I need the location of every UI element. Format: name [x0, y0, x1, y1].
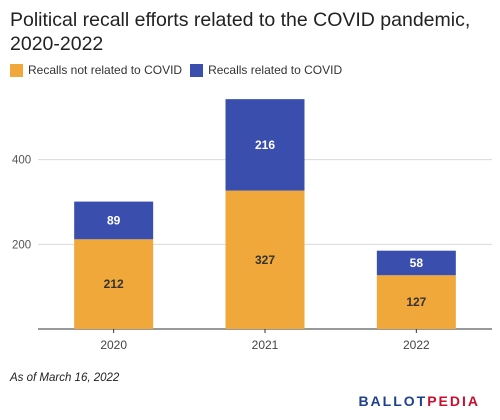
legend-label-not-covid: Recalls not related to COVID — [28, 63, 183, 77]
footnote: As of March 16, 2022 — [10, 372, 120, 384]
legend-label-covid: Recalls related to COVID — [208, 63, 343, 77]
data-label-2021-series-0: 327 — [255, 253, 275, 267]
ballotpedia-logo: BALLOTPEDIA — [358, 393, 480, 409]
bar-2020-series-1 — [74, 201, 154, 240]
legend-item-covid: Recalls related to COVID — [190, 63, 342, 77]
legend-swatch-not-covid — [10, 63, 23, 77]
data-label-2020-series-1: 89 — [107, 213, 121, 227]
bar-2022-series-0 — [376, 275, 456, 329]
bar-2020-series-0 — [74, 239, 154, 329]
chart-title: Political recall efforts related to the … — [10, 9, 471, 55]
bar-2022-series-1 — [376, 250, 456, 276]
data-label-2022-series-0: 127 — [406, 295, 426, 309]
logo-part-pedia: PEDIA — [427, 393, 480, 409]
logo-part-ballot: BALLOT — [358, 393, 428, 409]
bar-2021-series-1 — [225, 99, 305, 191]
y-tick-label-200: 200 — [12, 239, 31, 251]
bar-2021-series-0 — [225, 190, 305, 329]
x-tick-label-2022: 2022 — [403, 338, 430, 352]
data-label-2022-series-1: 58 — [410, 256, 424, 270]
x-tick-label-2021: 2021 — [252, 338, 279, 352]
data-label-2020-series-0: 212 — [104, 277, 124, 291]
legend-item-not-covid: Recalls not related to COVID — [10, 63, 182, 77]
x-tick-label-2020: 2020 — [100, 338, 127, 352]
legend: Recalls not related to COVID Recalls rel… — [10, 63, 350, 77]
data-label-2021-series-1: 216 — [255, 138, 275, 152]
y-tick-label-400: 400 — [12, 155, 31, 167]
legend-swatch-covid — [190, 63, 204, 77]
